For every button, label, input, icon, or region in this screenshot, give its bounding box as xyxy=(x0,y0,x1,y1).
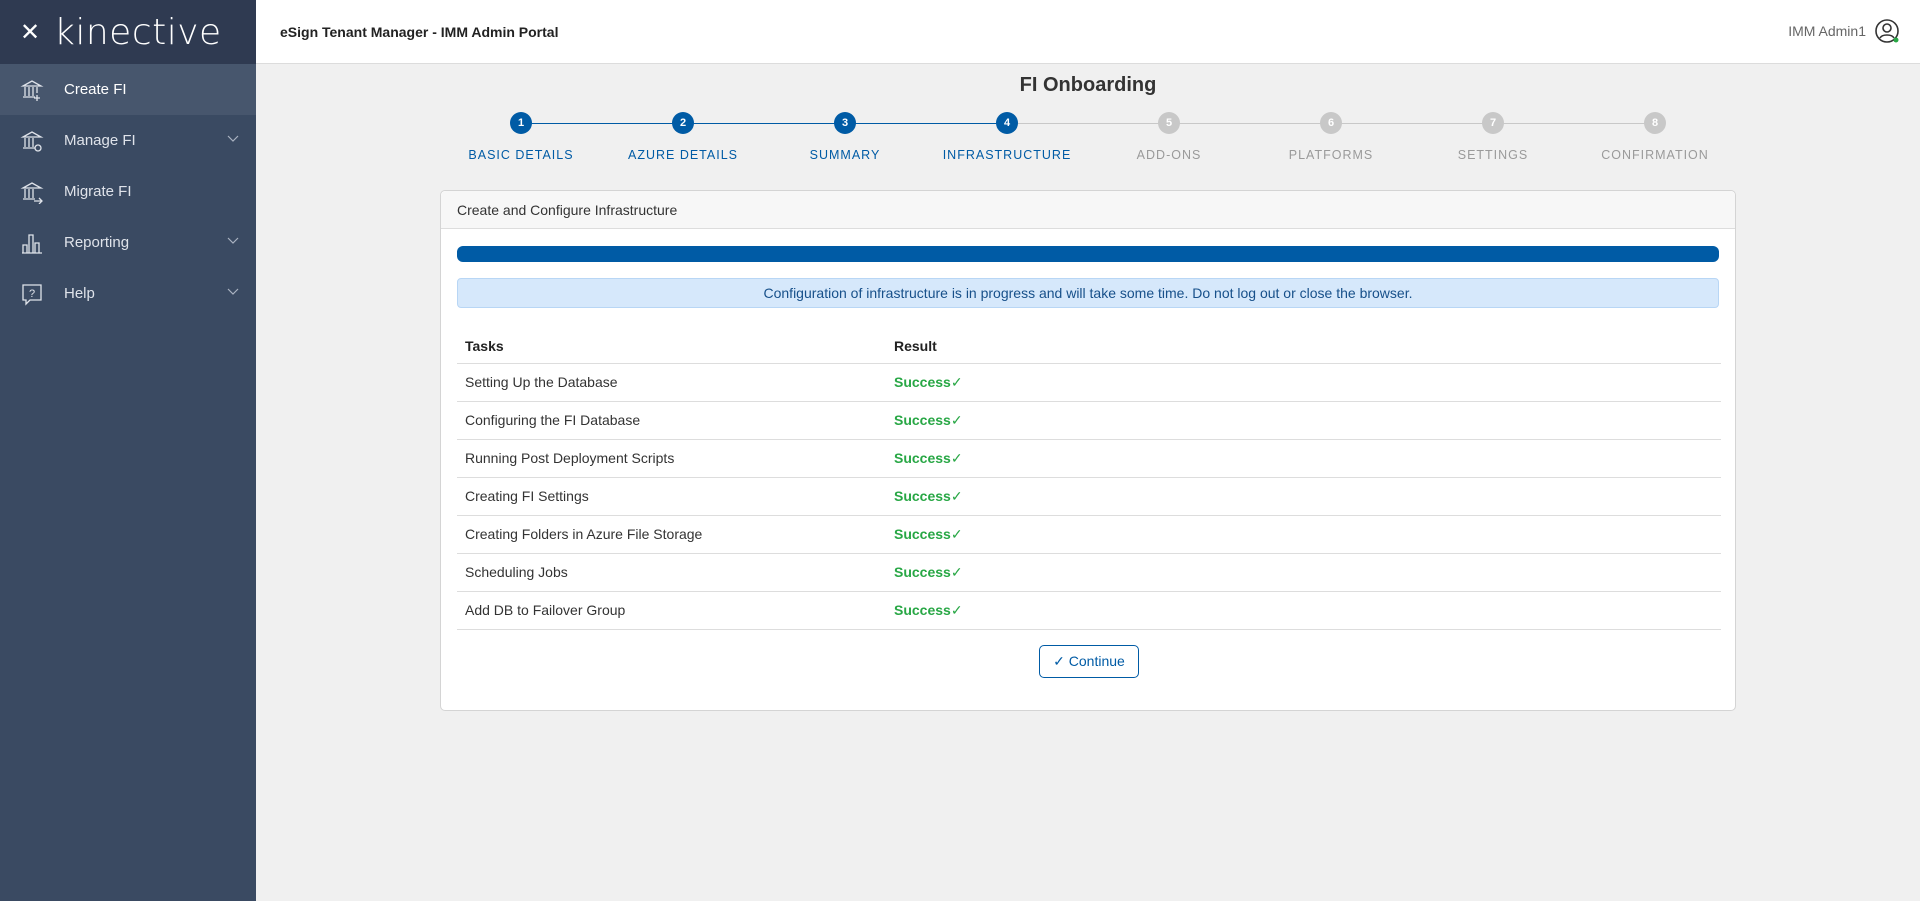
sidebar-item-label: Reporting xyxy=(64,234,130,251)
page-title: FI Onboarding xyxy=(1019,74,1157,96)
sidebar-item-migrate-fi[interactable]: Migrate FI xyxy=(0,166,256,217)
sidebar-item-reporting[interactable]: Reporting xyxy=(0,217,256,268)
step-label: SUMMARY xyxy=(809,148,881,162)
header: eSign Tenant Manager - IMM Admin Portal … xyxy=(256,0,1920,64)
check-icon: ✓ xyxy=(950,411,963,428)
task-name: Running Post Deployment Scripts xyxy=(457,439,886,478)
step-settings: 7 SETTINGS xyxy=(1412,112,1574,162)
step-number: 7 xyxy=(1482,112,1504,134)
chevron-down-icon xyxy=(227,237,239,244)
table-row: Running Post Deployment Scripts Success✓ xyxy=(457,439,1721,478)
help-bubble-icon: ? xyxy=(22,283,42,306)
progress-bar xyxy=(457,246,1719,262)
step-label: BASIC DETAILS xyxy=(468,148,574,162)
tasks-table: Tasks Result Setting Up the Database Succ… xyxy=(457,329,1721,630)
progress-fill xyxy=(457,246,1719,262)
chevron-down-icon xyxy=(227,288,239,295)
step-number: 6 xyxy=(1320,112,1342,134)
step-number: 8 xyxy=(1644,112,1666,134)
step-connector xyxy=(1493,123,1655,124)
logo-bar: ✕ kinective xyxy=(0,0,256,64)
task-name: Scheduling Jobs xyxy=(457,553,886,592)
app-title: eSign Tenant Manager - IMM Admin Portal xyxy=(280,23,559,40)
step-platforms: 6 PLATFORMS xyxy=(1250,112,1412,162)
sidebar-item-help[interactable]: ? Help xyxy=(0,268,256,319)
task-result: Success✓ xyxy=(886,553,1721,592)
step-label: AZURE DETAILS xyxy=(627,148,738,162)
step-number: 4 xyxy=(996,112,1018,134)
card-title: Create and Configure Infrastructure xyxy=(441,191,1735,229)
step-label: SETTINGS xyxy=(1457,148,1529,162)
logo: kinective xyxy=(54,11,222,53)
table-row: Scheduling Jobs Success✓ xyxy=(457,553,1721,592)
sidebar-item-label: Create FI xyxy=(64,81,127,98)
user-avatar-icon xyxy=(1875,19,1899,43)
table-row: Creating Folders in Azure File Storage Su… xyxy=(457,515,1721,554)
continue-button[interactable]: ✓ Continue xyxy=(1039,645,1139,678)
table-row: Creating FI Settings Success✓ xyxy=(457,477,1721,516)
sidebar: ✕ kinective Create FI Manage FI Migrate FI… xyxy=(0,0,256,901)
task-result: Success✓ xyxy=(886,515,1721,554)
task-result: Success✓ xyxy=(886,439,1721,478)
task-name: Add DB to Failover Group xyxy=(457,591,886,630)
task-name: Creating Folders in Azure File Storage xyxy=(457,515,886,554)
check-icon: ✓ xyxy=(950,487,963,504)
step-confirmation: 8 CONFIRMATION xyxy=(1574,112,1736,162)
sidebar-item-label: Help xyxy=(64,285,95,302)
stepper: 1 BASIC DETAILS 2 AZURE DETAILS 3 SUMMARY 4 INF… xyxy=(440,112,1736,172)
step-number: 3 xyxy=(834,112,856,134)
task-name: Configuring the FI Database xyxy=(457,401,886,440)
column-header-result: Result xyxy=(886,329,1721,364)
sidebar-item-label: Migrate FI xyxy=(64,183,132,200)
task-result: Success✓ xyxy=(886,363,1721,402)
step-add-ons: 5 ADD-ONS xyxy=(1088,112,1250,162)
check-icon: ✓ xyxy=(950,373,963,390)
table-row: Setting Up the Database Success✓ xyxy=(457,363,1721,402)
column-header-tasks: Tasks xyxy=(457,329,886,364)
step-summary: 3 SUMMARY xyxy=(764,112,926,162)
info-alert: Configuration of infrastructure is in pr… xyxy=(457,278,1719,308)
sidebar-item-label: Manage FI xyxy=(64,132,136,149)
check-icon: ✓ xyxy=(950,601,963,618)
user-name: IMM Admin1 xyxy=(1788,23,1866,39)
step-label: INFRASTRUCTURE xyxy=(942,148,1072,162)
step-azure-details: 2 AZURE DETAILS xyxy=(602,112,764,162)
infrastructure-card: Create and Configure Infrastructure Conf… xyxy=(440,190,1736,711)
task-result: Success✓ xyxy=(886,477,1721,516)
bar-chart-icon xyxy=(22,233,42,254)
check-icon: ✓ xyxy=(950,563,963,580)
task-result: Success✓ xyxy=(886,401,1721,440)
step-number: 1 xyxy=(510,112,532,134)
step-connector xyxy=(1007,123,1169,124)
bank-arrow-icon xyxy=(20,181,44,204)
table-row: Configuring the FI Database Success✓ xyxy=(457,401,1721,440)
task-result: Success✓ xyxy=(886,591,1721,630)
step-number: 5 xyxy=(1158,112,1180,134)
step-basic-details: 1 BASIC DETAILS xyxy=(440,112,602,162)
check-icon: ✓ xyxy=(950,525,963,542)
sidebar-item-manage-fi[interactable]: Manage FI xyxy=(0,115,256,166)
bank-plus-icon xyxy=(20,79,44,101)
step-label: CONFIRMATION xyxy=(1601,148,1709,162)
task-name: Creating FI Settings xyxy=(457,477,886,516)
user-menu[interactable]: IMM Admin1 xyxy=(1788,18,1900,44)
sidebar-item-create-fi[interactable]: Create FI xyxy=(0,64,256,115)
check-icon: ✓ xyxy=(950,449,963,466)
chevron-down-icon xyxy=(227,135,239,142)
task-name: Setting Up the Database xyxy=(457,363,886,402)
table-row: Add DB to Failover Group Success✓ xyxy=(457,591,1721,630)
check-icon: ✓ xyxy=(1053,653,1069,669)
step-label: PLATFORMS xyxy=(1288,148,1374,162)
step-connector xyxy=(683,123,845,124)
svg-text:?: ? xyxy=(29,288,35,300)
step-connector xyxy=(521,123,683,124)
step-infrastructure: 4 INFRASTRUCTURE xyxy=(926,112,1088,162)
close-menu-icon[interactable]: ✕ xyxy=(20,18,41,46)
step-number: 2 xyxy=(672,112,694,134)
step-connector xyxy=(845,123,1007,124)
step-connector xyxy=(1331,123,1493,124)
bank-gear-icon xyxy=(20,130,44,152)
step-label: ADD-ONS xyxy=(1136,148,1202,162)
step-connector xyxy=(1169,123,1331,124)
